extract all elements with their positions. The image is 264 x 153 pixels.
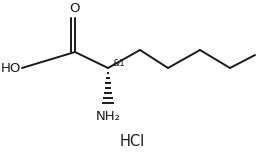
- Text: &1: &1: [112, 58, 125, 67]
- Text: NH₂: NH₂: [96, 110, 120, 123]
- Text: O: O: [69, 2, 79, 15]
- Text: HCl: HCl: [119, 134, 145, 149]
- Text: HO: HO: [1, 62, 21, 75]
